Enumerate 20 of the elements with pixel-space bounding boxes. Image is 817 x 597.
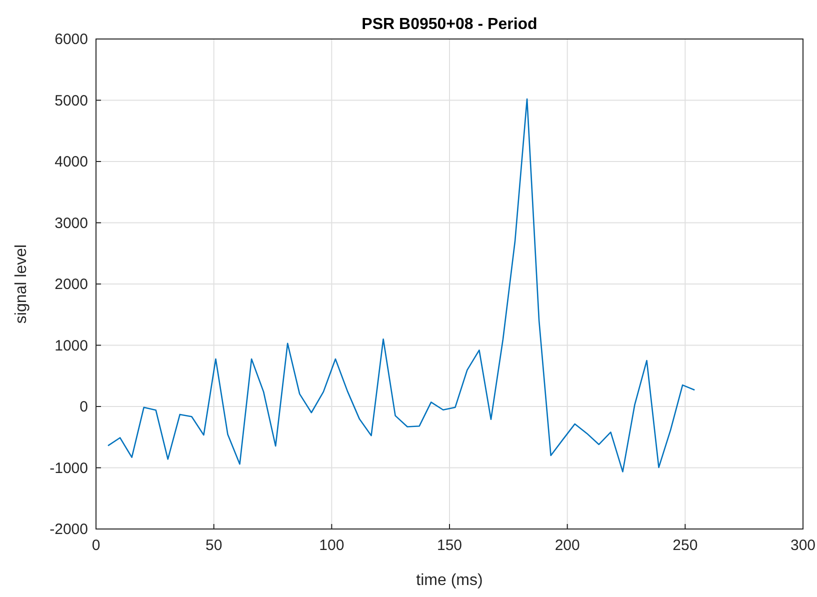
y-tick-label: 0 bbox=[80, 398, 88, 416]
x-tick-label: 150 bbox=[436, 537, 462, 554]
x-tick-label: 0 bbox=[92, 537, 100, 554]
x-tick-label: 200 bbox=[554, 537, 580, 554]
y-tick-label: 6000 bbox=[54, 31, 88, 48]
x-axis-title: time (ms) bbox=[416, 572, 483, 589]
x-tick-label: 300 bbox=[790, 537, 816, 554]
y-tick-label: 4000 bbox=[54, 154, 88, 170]
x-tick-label: 50 bbox=[205, 537, 222, 554]
y-tick-label: -1000 bbox=[50, 460, 88, 477]
x-tick-label: 250 bbox=[672, 537, 698, 554]
line-series bbox=[107, 98, 696, 472]
y-tick-label: 1000 bbox=[54, 337, 88, 354]
chart-title: PSR B0950+08 - Period bbox=[362, 16, 538, 33]
y-tick-label: 2000 bbox=[54, 276, 88, 293]
y-tick-label: -2000 bbox=[50, 521, 88, 538]
y-tick-label: 5000 bbox=[54, 92, 88, 110]
y-tick-label: 3000 bbox=[54, 214, 88, 232]
y-axis-title: signal level bbox=[13, 244, 30, 324]
x-tick-label: 100 bbox=[319, 537, 344, 554]
